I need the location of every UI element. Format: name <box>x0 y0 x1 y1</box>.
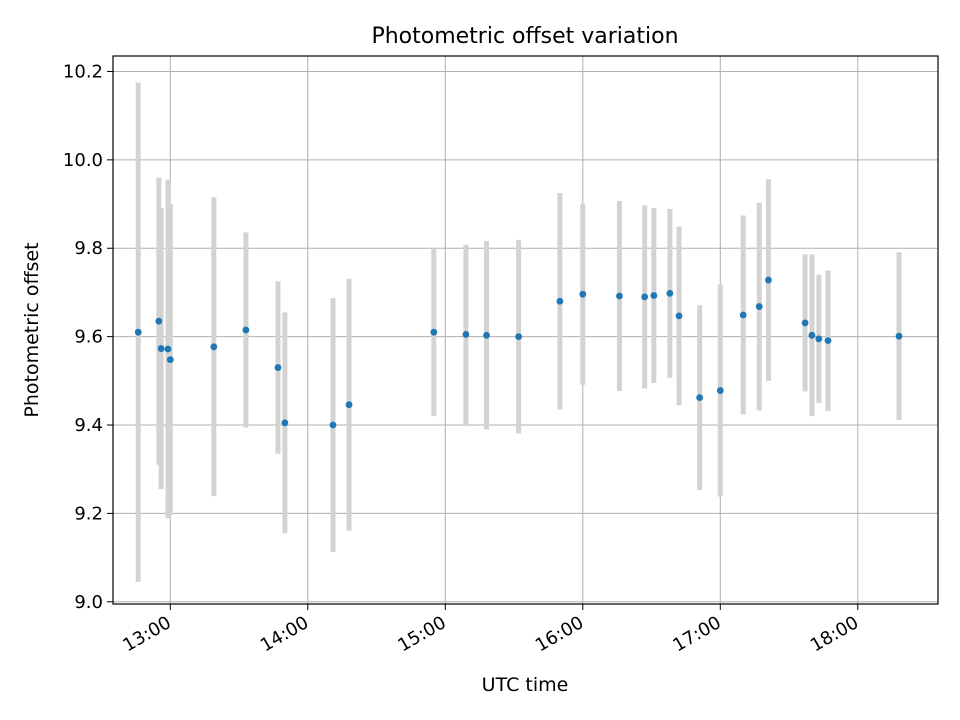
data-point <box>345 401 353 409</box>
data-point <box>650 292 658 299</box>
y-axis-label: Photometric offset <box>21 242 43 417</box>
data-point <box>556 297 564 305</box>
data-point <box>281 419 289 427</box>
data-point <box>166 356 174 364</box>
y-tick-label: 9.0 <box>74 592 103 613</box>
data-point <box>462 331 470 338</box>
chart-title: Photometric offset variation <box>371 24 678 49</box>
data-points <box>134 276 903 429</box>
data-point <box>134 328 142 336</box>
data-point <box>157 345 165 352</box>
data-point <box>483 331 490 339</box>
data-point <box>808 331 816 339</box>
data-point <box>755 303 763 310</box>
y-tick-label: 10.2 <box>63 61 103 82</box>
data-point <box>274 364 282 371</box>
data-point <box>666 289 674 297</box>
data-point <box>515 333 523 341</box>
data-point <box>696 394 704 402</box>
y-axis-ticks: 9.0 9.2 9.4 9.6 9.8 10.0 10.2 <box>63 61 113 613</box>
data-point <box>579 290 587 298</box>
y-tick-label: 9.2 <box>74 503 103 524</box>
data-point <box>765 276 772 284</box>
data-point <box>815 335 823 343</box>
x-axis-label: UTC time <box>482 674 569 696</box>
y-tick-label: 10.0 <box>63 150 103 171</box>
data-point <box>329 421 337 429</box>
data-point <box>824 337 832 345</box>
data-point <box>675 312 683 320</box>
data-point <box>210 343 218 351</box>
data-point <box>801 319 809 327</box>
data-point <box>164 345 172 353</box>
y-tick-label: 9.6 <box>74 327 103 348</box>
data-point <box>616 292 623 300</box>
data-point <box>155 317 163 325</box>
data-point <box>641 293 649 301</box>
plot-frame <box>112 55 939 605</box>
data-point <box>716 387 724 394</box>
y-tick-label: 9.8 <box>74 238 103 259</box>
data-point <box>739 311 747 319</box>
data-point <box>430 328 438 336</box>
data-point <box>242 326 250 334</box>
y-tick-label: 9.4 <box>74 415 103 436</box>
data-point <box>895 332 903 340</box>
